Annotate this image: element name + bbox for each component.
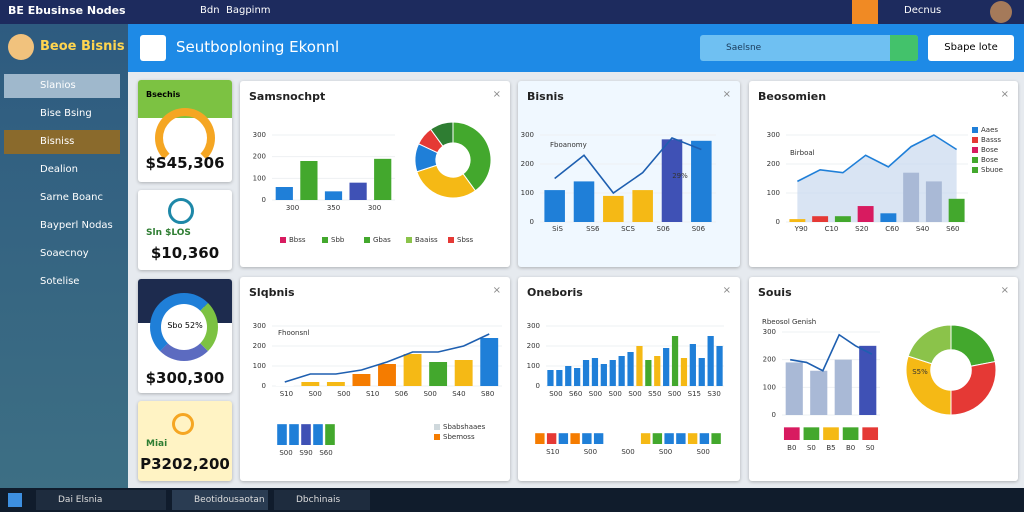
taskbar-app[interactable]: Beotidousaotan bbox=[172, 490, 268, 510]
sidebar-item[interactable]: Sarne Boanc bbox=[40, 192, 104, 203]
start-button[interactable] bbox=[8, 493, 22, 507]
close-button[interactable]: × bbox=[1000, 89, 1009, 100]
sidebar-item[interactable]: Soaecnoy bbox=[40, 248, 89, 259]
card-label: Sln $LOS bbox=[146, 228, 191, 238]
panel: Beosomien × bbox=[749, 81, 1018, 267]
panel: Slqbnis × bbox=[240, 277, 510, 481]
panel: Bisnis × bbox=[518, 81, 740, 267]
taskbar-app[interactable]: Dbchinais bbox=[274, 490, 370, 510]
menu[interactable]: Bdn bbox=[200, 5, 220, 16]
card-value: $10,360 bbox=[150, 244, 220, 262]
sidebar-item[interactable]: Slanios bbox=[4, 74, 120, 98]
taskbar-app[interactable]: Dai Elsnia bbox=[36, 490, 166, 510]
card-label: Sbo 52% bbox=[167, 321, 203, 330]
panel: Oneboris × bbox=[518, 277, 740, 481]
search-button[interactable] bbox=[140, 35, 166, 61]
sidebar-item[interactable]: Bisniss bbox=[4, 130, 120, 154]
notify-button[interactable] bbox=[852, 0, 878, 24]
brand[interactable]: BE Ebusinse Nodes bbox=[8, 4, 126, 17]
kpi-card: Bsechis $S45,306 bbox=[138, 80, 232, 182]
card-label: Bsechis bbox=[146, 90, 181, 99]
panel-title: Slqbnis bbox=[249, 286, 295, 299]
card-value: $300,300 bbox=[145, 369, 225, 387]
panel-title: Souis bbox=[758, 286, 792, 299]
gauge bbox=[155, 108, 215, 168]
close-button[interactable]: × bbox=[1000, 285, 1009, 296]
sidebar-item[interactable]: Bayperl Nodas bbox=[40, 220, 113, 231]
logo-icon bbox=[8, 34, 34, 60]
card-label: Miai bbox=[146, 439, 168, 449]
sidebar-item[interactable]: Sotelise bbox=[40, 276, 80, 287]
panel-title: Beosomien bbox=[758, 90, 827, 103]
card-icon bbox=[172, 413, 194, 435]
header: Seutboploning Ekonnl Saelsne Sbape lote bbox=[128, 24, 1024, 72]
user-name[interactable]: Decnus bbox=[904, 5, 942, 16]
top-bar: BE Ebusinse Nodes Bdn Bagpinm Decnus bbox=[0, 0, 1024, 24]
kpi-card: Sln $LOS $10,360 bbox=[138, 190, 232, 270]
menu[interactable]: Bagpinm bbox=[226, 5, 271, 16]
card-value: $S45,306 bbox=[145, 154, 225, 172]
panel: Samsnochpt × bbox=[240, 81, 510, 267]
header-title: Seutboploning Ekonnl bbox=[176, 38, 340, 56]
search-go[interactable] bbox=[890, 35, 918, 61]
close-button[interactable]: × bbox=[492, 285, 501, 296]
sidebar-item[interactable]: Dealion bbox=[40, 164, 78, 175]
panel: Souis × bbox=[749, 277, 1018, 481]
close-button[interactable]: × bbox=[492, 89, 501, 100]
sidebar: Beoe Bisnis Slanios Bise Bsing Bisniss Deal… bbox=[0, 24, 128, 488]
panel-title: Oneboris bbox=[527, 286, 583, 299]
kpi-card: Sbo 52% $300,300 bbox=[138, 279, 232, 393]
search-input[interactable]: Saelsne bbox=[700, 35, 918, 61]
panel-title: Bisnis bbox=[527, 90, 564, 103]
kpi-card: Miai P3202,200 bbox=[138, 401, 232, 481]
close-button[interactable]: × bbox=[722, 89, 731, 100]
card-icon bbox=[168, 198, 194, 224]
donut-icon bbox=[150, 293, 218, 361]
card-value: P3202,200 bbox=[140, 455, 230, 473]
close-button[interactable]: × bbox=[722, 285, 731, 296]
avatar[interactable] bbox=[990, 1, 1012, 23]
sidebar-item[interactable]: Bise Bsing bbox=[40, 108, 92, 119]
taskbar: Dai Elsnia Beotidousaotan Dbchinais bbox=[0, 488, 1024, 512]
logo: Beoe Bisnis bbox=[40, 39, 125, 54]
panel-title: Samsnochpt bbox=[249, 90, 326, 103]
action-button[interactable]: Sbape lote bbox=[928, 35, 1014, 61]
